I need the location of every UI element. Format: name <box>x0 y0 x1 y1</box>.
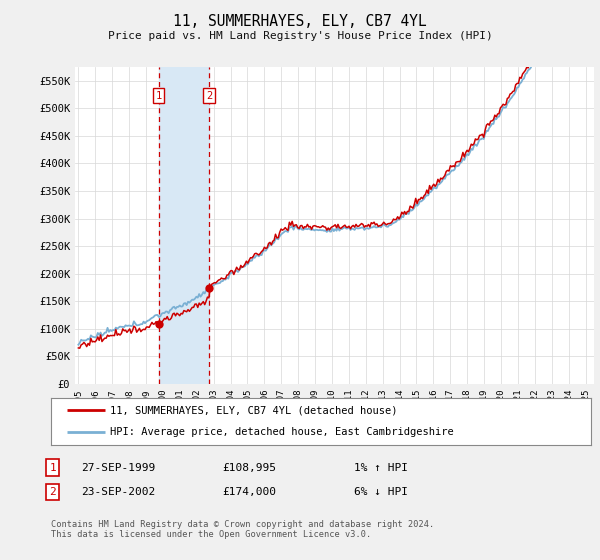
Text: £108,995: £108,995 <box>222 463 276 473</box>
Text: 2: 2 <box>49 487 56 497</box>
Text: 1: 1 <box>155 91 161 101</box>
Text: 11, SUMMERHAYES, ELY, CB7 4YL: 11, SUMMERHAYES, ELY, CB7 4YL <box>173 14 427 29</box>
Text: Contains HM Land Registry data © Crown copyright and database right 2024.
This d: Contains HM Land Registry data © Crown c… <box>51 520 434 539</box>
Text: 6% ↓ HPI: 6% ↓ HPI <box>354 487 408 497</box>
Text: 1: 1 <box>49 463 56 473</box>
Text: Price paid vs. HM Land Registry's House Price Index (HPI): Price paid vs. HM Land Registry's House … <box>107 31 493 41</box>
Text: 27-SEP-1999: 27-SEP-1999 <box>81 463 155 473</box>
Bar <box>158 67 209 384</box>
Text: 1% ↑ HPI: 1% ↑ HPI <box>354 463 408 473</box>
Text: £174,000: £174,000 <box>222 487 276 497</box>
Text: 11, SUMMERHAYES, ELY, CB7 4YL (detached house): 11, SUMMERHAYES, ELY, CB7 4YL (detached … <box>110 405 398 416</box>
Text: 23-SEP-2002: 23-SEP-2002 <box>81 487 155 497</box>
Text: HPI: Average price, detached house, East Cambridgeshire: HPI: Average price, detached house, East… <box>110 427 454 437</box>
Text: 2: 2 <box>206 91 212 101</box>
